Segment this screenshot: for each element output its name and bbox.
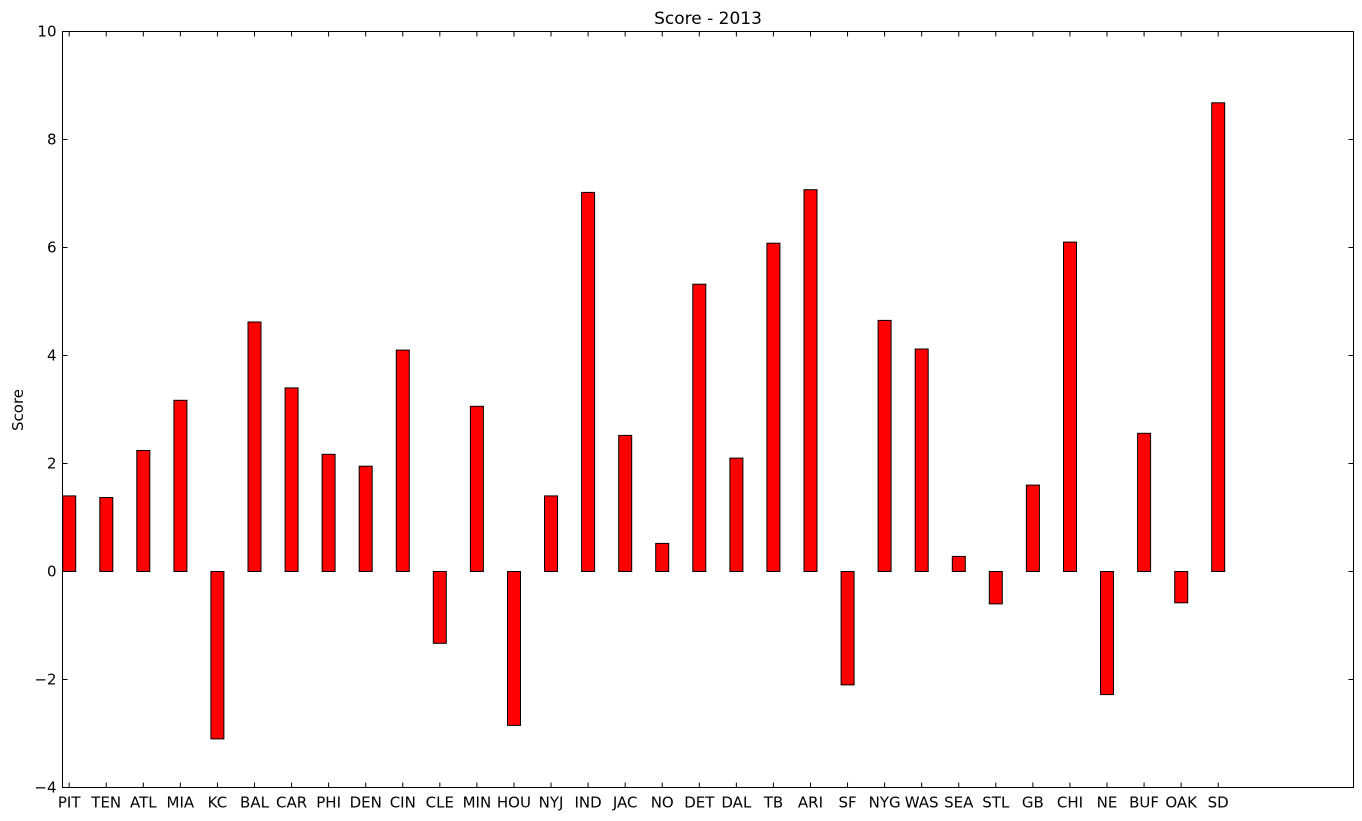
bar-sea bbox=[951, 555, 966, 573]
plot-frame bbox=[62, 31, 1354, 788]
bar-nyj bbox=[544, 495, 558, 572]
chart-title: Score - 2013 bbox=[654, 9, 762, 29]
bar-buf bbox=[1137, 432, 1152, 572]
y-tick-label: −2 bbox=[34, 671, 56, 689]
x-tick-label-stl: STL bbox=[982, 794, 1010, 812]
y-tick-label: 4 bbox=[47, 347, 57, 365]
x-tick-label-min: MIN bbox=[463, 794, 492, 812]
x-tick-label-ind: IND bbox=[574, 794, 601, 812]
bar-ind bbox=[581, 191, 596, 572]
x-tick-label-tb: TB bbox=[763, 794, 783, 812]
x-tick-label-sf: SF bbox=[838, 794, 856, 812]
bar-atl bbox=[136, 450, 151, 572]
bar-sd bbox=[1211, 102, 1226, 573]
bar-bal bbox=[247, 321, 262, 572]
y-tick-label: 2 bbox=[47, 455, 57, 473]
x-tick-label-kc: KC bbox=[208, 794, 228, 812]
bar-hou bbox=[507, 571, 521, 726]
x-tick-label-nyj: NYJ bbox=[539, 794, 564, 812]
bars-group bbox=[62, 102, 1226, 740]
x-tick-label-pit: PIT bbox=[58, 794, 81, 812]
bar-car bbox=[284, 387, 299, 572]
x-tick-label-cle: CLE bbox=[426, 794, 454, 812]
bar-pit bbox=[62, 495, 77, 572]
x-tick-label-ne: NE bbox=[1097, 794, 1118, 812]
x-tick-label-hou: HOU bbox=[497, 794, 531, 812]
y-tick-label: 8 bbox=[47, 131, 57, 149]
y-tick-label: −4 bbox=[34, 779, 56, 797]
x-tick-label-oak: OAK bbox=[1165, 794, 1198, 812]
x-tick-label-jac: JAC bbox=[612, 794, 638, 812]
bar-kc bbox=[210, 571, 225, 740]
x-tick-label-gb: GB bbox=[1022, 794, 1044, 812]
x-tick-label-ten: TEN bbox=[90, 794, 121, 812]
bar-phi bbox=[321, 453, 336, 572]
x-axis-ticks: PIT TEN ATL MIA KC BAL CAR PHI DEN CIN CLE MIN HOU NY… bbox=[58, 31, 1229, 812]
x-tick-label-mia: MIA bbox=[167, 794, 195, 812]
bar-dal bbox=[729, 457, 744, 573]
x-tick-label-nyg: NYG bbox=[869, 794, 901, 812]
x-tick-label-ari: ARI bbox=[798, 794, 823, 812]
bar-gb bbox=[1025, 484, 1040, 573]
bar-chi bbox=[1063, 241, 1077, 572]
bar-oak bbox=[1174, 571, 1189, 604]
bar-jac bbox=[618, 434, 633, 572]
bar-was bbox=[914, 348, 929, 572]
bar-sf bbox=[840, 571, 855, 686]
bar-ari bbox=[803, 189, 818, 572]
x-tick-label-det: DET bbox=[684, 794, 715, 812]
bar-min bbox=[469, 405, 484, 572]
x-tick-label-sea: SEA bbox=[944, 794, 974, 812]
x-tick-label-car: CAR bbox=[276, 794, 307, 812]
bar-cin bbox=[395, 349, 410, 572]
x-tick-label-no: NO bbox=[651, 794, 674, 812]
bar-cle bbox=[432, 571, 447, 644]
x-tick-label-cin: CIN bbox=[390, 794, 416, 812]
y-tick-label: 6 bbox=[47, 239, 57, 257]
y-tick-label: 10 bbox=[37, 23, 56, 41]
bar-nyg bbox=[877, 319, 892, 572]
bar-no bbox=[655, 542, 670, 573]
x-tick-label-bal: BAL bbox=[240, 794, 270, 812]
y-axis-ticks: −4 −2 0 2 4 6 8 10 bbox=[34, 23, 1354, 797]
bar-stl bbox=[988, 571, 1003, 605]
x-tick-label-buf: BUF bbox=[1129, 794, 1159, 812]
bar-mia bbox=[173, 399, 188, 572]
x-tick-label-chi: CHI bbox=[1057, 794, 1083, 812]
x-tick-label-den: DEN bbox=[350, 794, 382, 812]
bar-ten bbox=[99, 497, 114, 572]
bar-tb bbox=[766, 242, 781, 572]
x-tick-label-atl: ATL bbox=[130, 794, 157, 812]
x-tick-label-phi: PHI bbox=[316, 794, 341, 812]
bar-ne bbox=[1100, 571, 1114, 696]
y-axis-label: Score bbox=[9, 389, 27, 431]
bar-den bbox=[358, 465, 373, 573]
x-tick-label-sd: SD bbox=[1208, 794, 1229, 812]
x-tick-label-dal: DAL bbox=[721, 794, 752, 812]
y-tick-label: 0 bbox=[47, 563, 57, 581]
x-tick-label-was: WAS bbox=[905, 794, 939, 812]
bar-det bbox=[692, 283, 707, 572]
